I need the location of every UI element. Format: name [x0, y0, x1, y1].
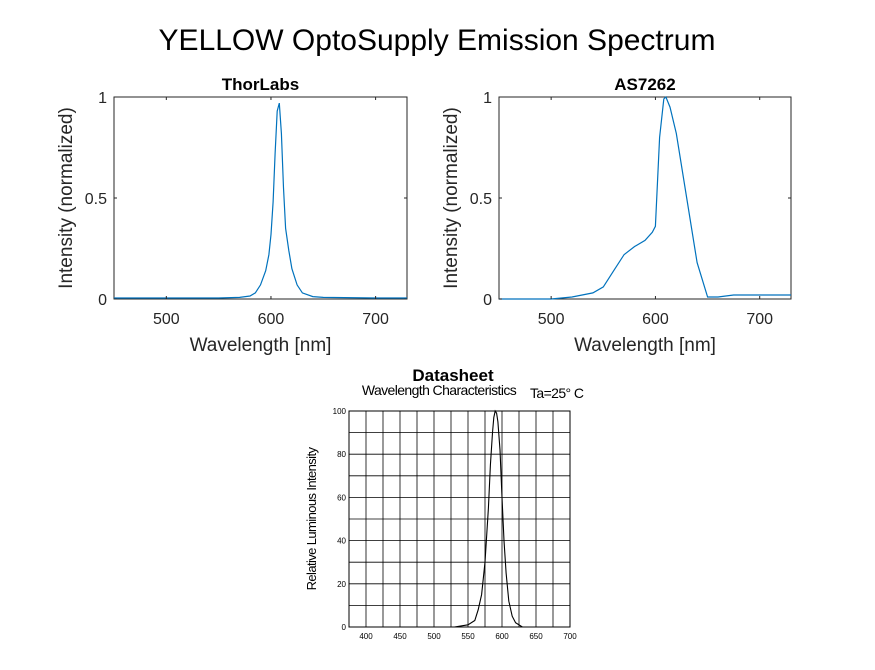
figure-title: YELLOW OptoSupply Emission Spectrum	[159, 24, 716, 57]
as7262-xtick-label: 600	[642, 311, 669, 328]
datasheet-xtick-label: 650	[529, 632, 543, 641]
as7262-ytick-label: 0.5	[470, 191, 492, 208]
thorlabs-plot-frame	[113, 96, 408, 300]
datasheet-ytick-label: 80	[337, 450, 346, 459]
datasheet-xtick-label: 400	[359, 632, 373, 641]
as7262-series-line	[499, 95, 791, 300]
thorlabs-series-line	[114, 102, 407, 299]
datasheet-xtick-label: 700	[563, 632, 577, 641]
as7262-chart: 500 600 700 0 0.5 1 AS7262 Wavelength [nm] Inten…	[441, 75, 792, 356]
thorlabs-xtick-label: 500	[153, 311, 180, 328]
datasheet-xtick-label: 550	[461, 632, 475, 641]
thorlabs-chart: 500 600 700 0 0.5 1 ThorLabs Wavelength [nm] Int…	[56, 75, 408, 356]
as7262-ytick-label: 1	[483, 90, 492, 107]
as7262-ylabel: Intensity (normalized)	[441, 107, 462, 289]
thorlabs-xtick-label: 700	[362, 311, 389, 328]
datasheet-chart: 400 450 500 550 600 650 700 0 20 40 60 80 100 Datashe…	[304, 366, 584, 641]
thorlabs-xlabel: Wavelength [nm]	[190, 335, 332, 356]
as7262-xtick-label: 500	[538, 311, 565, 328]
as7262-plot-frame	[498, 96, 792, 300]
datasheet-xtick-label: 450	[393, 632, 407, 641]
thorlabs-ylabel: Intensity (normalized)	[56, 107, 77, 289]
thorlabs-ytick-label: 0.5	[85, 191, 107, 208]
datasheet-title: Datasheet	[412, 366, 494, 385]
as7262-ytick-label: 0	[483, 292, 492, 309]
datasheet-xtick-label: 600	[495, 632, 509, 641]
datasheet-xtick-label: 500	[427, 632, 441, 641]
as7262-xlabel: Wavelength [nm]	[574, 335, 716, 356]
datasheet-ylabel: Relative Luminous Intensity	[304, 447, 319, 591]
datasheet-ytick-label: 60	[337, 493, 346, 502]
datasheet-ytick-label: 40	[337, 537, 346, 546]
thorlabs-ytick-label: 1	[98, 90, 107, 107]
datasheet-ytick-label: 0	[342, 623, 347, 632]
datasheet-annotation: Ta=25° C	[530, 385, 584, 401]
as7262-xtick-label: 700	[746, 311, 773, 328]
thorlabs-ytick-label: 0	[98, 292, 107, 309]
as7262-title: AS7262	[614, 75, 675, 94]
thorlabs-xtick-label: 600	[258, 311, 285, 328]
datasheet-series-line	[454, 409, 523, 628]
datasheet-ytick-label: 20	[337, 580, 346, 589]
datasheet-subtitle: Wavelength Characteristics	[362, 382, 517, 398]
datasheet-ytick-label: 100	[333, 407, 347, 416]
thorlabs-title: ThorLabs	[222, 75, 299, 94]
